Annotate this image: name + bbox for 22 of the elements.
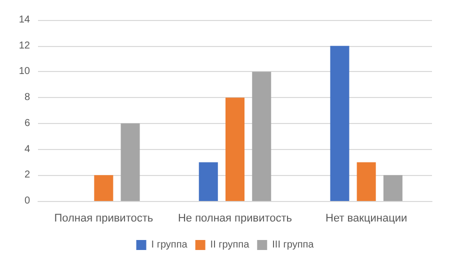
x-tick-label: Полная привитость — [54, 212, 154, 224]
y-tick-label: 6 — [24, 118, 30, 129]
bar — [252, 72, 272, 201]
y-tick-label: 4 — [24, 144, 30, 155]
y-tick-label: 14 — [18, 14, 30, 26]
bar — [330, 46, 350, 201]
x-tick-label: Не полная привитость — [178, 212, 292, 224]
bar — [383, 175, 402, 201]
y-tick-label: 10 — [18, 66, 30, 78]
bar — [198, 162, 218, 201]
bar — [356, 162, 376, 201]
legend-label: I группа — [151, 240, 188, 250]
y-tick-label: 12 — [18, 40, 30, 52]
y-tick-label: 2 — [24, 170, 30, 181]
y-tick-label: 8 — [24, 92, 30, 104]
bar — [225, 98, 245, 201]
bar — [120, 123, 140, 201]
bar — [94, 175, 114, 201]
x-tick-label: Нет вакцинации — [325, 212, 408, 224]
legend-label: III группа — [272, 240, 314, 250]
y-tick-label: 0 — [24, 196, 30, 206]
legend-label: II группа — [210, 240, 250, 250]
